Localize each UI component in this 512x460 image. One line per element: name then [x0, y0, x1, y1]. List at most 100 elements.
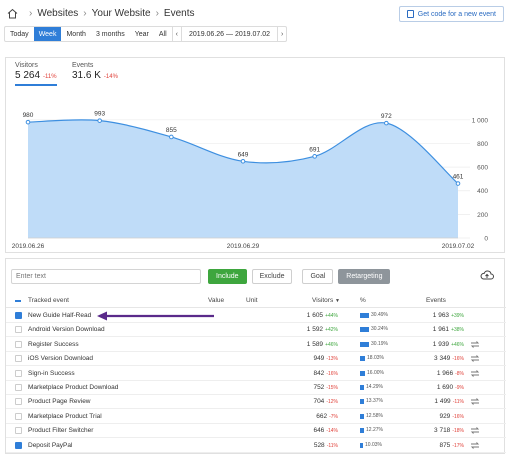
percent-value: 30.19%	[371, 340, 388, 347]
table-row[interactable]: Product Page Review 704 -12% 13.37% 1 499 -11…	[6, 395, 506, 410]
table-row[interactable]: Deposit PayPal 528 -11% 10.03% 875 -17%	[6, 439, 506, 453]
percent-value: 18.03%	[367, 355, 384, 362]
table-row[interactable]: Marketplace Product Trial 662 -7% 12.58% 929…	[6, 410, 506, 424]
search-input[interactable]	[11, 269, 201, 284]
event-name[interactable]: Marketplace Product Download	[28, 384, 119, 391]
data-point	[97, 118, 102, 123]
row-checkbox[interactable]	[15, 355, 22, 363]
visitors-cell: 662 -7%	[300, 413, 338, 420]
visitors-cell: 752 -15%	[300, 384, 338, 391]
period-all[interactable]: All	[158, 30, 167, 38]
retargeting-button[interactable]: Retargeting	[338, 269, 391, 284]
row-checkbox[interactable]	[15, 369, 22, 377]
y-tick-label: 0	[484, 236, 488, 243]
period-selector: Today Week Month 3 months Year All ‹ 201…	[4, 26, 288, 42]
percent-value: 16.00%	[367, 369, 384, 376]
events-metric-value-wrap: 31.6 K -14%	[72, 70, 118, 81]
event-name[interactable]: Android Version Download	[28, 326, 105, 334]
goal-button[interactable]: Goal	[302, 269, 334, 284]
visitors-area-chart: 0 200 400 600 800 1 000 980 993 855 649 691 972 461 2…	[12, 111, 489, 250]
row-checkbox[interactable]	[15, 441, 22, 449]
visitors-value: 949	[313, 355, 325, 363]
events-cell: 1 966 -8%	[418, 370, 464, 377]
row-checkbox[interactable]	[15, 412, 22, 420]
percent-value: 14.29%	[366, 384, 383, 390]
table-header: Tracked event Value Unit Visitors ▼ % Ev…	[6, 294, 506, 308]
period-today[interactable]: Today	[10, 30, 29, 38]
table-row[interactable]: Product Filter Switcher 646 -14% 12.27% 3 71…	[6, 424, 506, 439]
retargeting-icon[interactable]	[470, 426, 480, 435]
visitors-metric[interactable]: Visitors 5 264 -11%	[15, 62, 57, 86]
data-point	[312, 154, 317, 159]
date-range[interactable]: 2019.06.26 — 2019.07.02	[181, 27, 277, 41]
prev-period-icon[interactable]: ‹	[171, 27, 181, 41]
breadcrumb-your-website[interactable]: Your Website	[91, 7, 151, 19]
retargeting-icon[interactable]	[470, 441, 480, 450]
events-value: 1 690	[436, 384, 454, 391]
col-events[interactable]: Events	[426, 297, 446, 304]
breadcrumb-websites[interactable]: Websites	[37, 7, 79, 19]
percent-bar	[360, 442, 363, 448]
table-row[interactable]: New Guide Half-Read 1 605 +44% 30.49% 1 963 +…	[6, 309, 506, 323]
table-row[interactable]: Register Success 1 589 +46% 30.19% 1 939 +46%	[6, 338, 506, 352]
percent-value: 13.37%	[366, 398, 383, 405]
event-name[interactable]: iOS Version Download	[28, 355, 94, 363]
col-value[interactable]: Value	[208, 297, 225, 304]
retargeting-icon[interactable]	[470, 340, 480, 349]
event-name[interactable]: Deposit PayPal	[28, 441, 73, 449]
visitors-delta: -14%	[326, 428, 338, 435]
event-name[interactable]: New Guide Half-Read	[28, 312, 92, 319]
include-button[interactable]: Include	[208, 269, 247, 284]
events-value: 1 966	[436, 369, 454, 377]
cloud-upload-icon[interactable]	[480, 269, 494, 281]
table-row[interactable]: iOS Version Download 949 -13% 18.03% 3 349 -1…	[6, 352, 506, 367]
x-tick-label: 2019.06.26	[12, 243, 45, 250]
col-tracked-event[interactable]: Tracked event	[28, 297, 69, 304]
events-metric[interactable]: Events 31.6 K -14%	[72, 62, 118, 81]
event-name[interactable]: Register Success	[28, 340, 79, 348]
event-name[interactable]: Product Page Review	[28, 398, 91, 406]
breadcrumb-separator: ›	[155, 7, 159, 19]
row-checkbox[interactable]	[15, 326, 22, 334]
visitors-value: 1 589	[306, 340, 324, 348]
event-name[interactable]: Sign-in Success	[28, 369, 75, 377]
event-name[interactable]: Marketplace Product Trial	[28, 412, 102, 420]
visitors-metric-value: 5 264	[15, 70, 41, 81]
period-3-months[interactable]: 3 months	[95, 30, 125, 38]
period-month[interactable]: Month	[66, 30, 86, 38]
percent-value: 30.49%	[371, 312, 388, 318]
data-point	[169, 134, 174, 140]
data-label: 461	[453, 174, 464, 181]
visitors-metric-value-wrap: 5 264 -11%	[15, 70, 57, 81]
event-name[interactable]: Product Filter Switcher	[28, 427, 94, 435]
exclude-button[interactable]: Exclude	[251, 269, 293, 284]
col-visitors-label: Visitors	[312, 297, 334, 304]
col-visitors[interactable]: Visitors ▼	[312, 297, 340, 304]
period-week[interactable]: Week	[33, 27, 62, 41]
retargeting-icon[interactable]	[470, 369, 480, 378]
row-checkbox[interactable]	[15, 340, 22, 348]
retargeting-icon[interactable]	[470, 397, 480, 406]
retargeting-icon[interactable]	[470, 354, 480, 363]
events-cell: 875 -17%	[418, 442, 464, 449]
col-percent[interactable]: %	[360, 297, 366, 304]
period-year[interactable]: Year	[134, 30, 149, 38]
breadcrumb-separator: ›	[83, 7, 87, 19]
table-row[interactable]: Sign-in Success 842 -16% 16.00% 1 966 -8%	[6, 367, 506, 381]
visitors-cell: 646 -14%	[300, 427, 338, 434]
select-all-checkbox[interactable]	[15, 300, 21, 302]
y-tick-label: 1 000	[472, 117, 489, 124]
visitors-value: 528	[313, 441, 325, 449]
home-icon[interactable]	[6, 7, 18, 19]
percent-value: 12.27%	[366, 427, 383, 434]
row-checkbox[interactable]	[15, 384, 22, 391]
events-cell: 1 963 +39%	[418, 312, 464, 319]
col-unit[interactable]: Unit	[246, 297, 258, 304]
row-checkbox[interactable]	[15, 398, 22, 406]
table-row[interactable]: Marketplace Product Download 752 -15% 14.29…	[6, 381, 506, 395]
row-checkbox[interactable]	[15, 427, 22, 435]
next-period-icon[interactable]: ›	[276, 27, 286, 41]
row-checkbox[interactable]	[15, 312, 22, 319]
get-code-button[interactable]: Get code for a new event	[398, 6, 504, 22]
table-row[interactable]: Android Version Download 1 592 +42% 30.24% 1…	[6, 323, 506, 338]
